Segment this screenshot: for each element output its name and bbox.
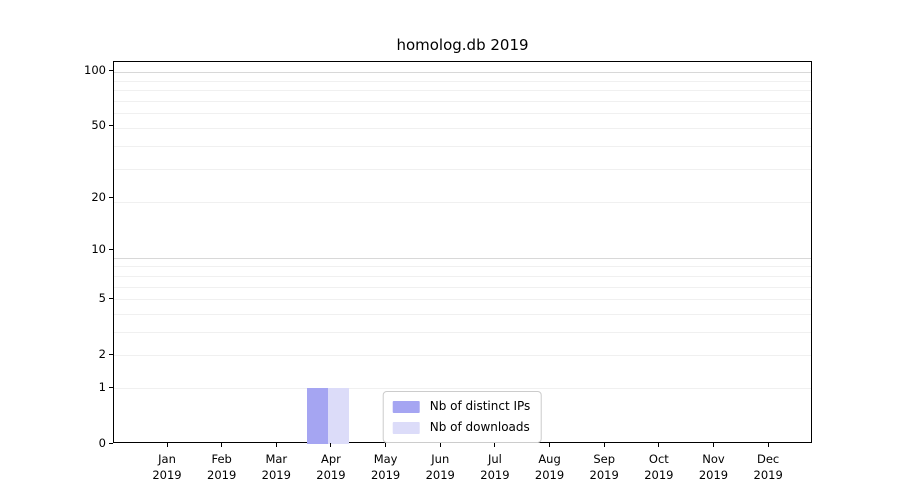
- x-tick-month: Apr: [320, 452, 341, 466]
- legend: Nb of distinct IPs Nb of downloads: [382, 391, 542, 443]
- x-tick-year: 2019: [534, 468, 565, 482]
- x-tick-label-oct: Oct 2019: [627, 451, 691, 483]
- y-tick-label-20: 20: [91, 189, 106, 204]
- y-tick-label-1: 1: [98, 379, 106, 394]
- x-tick-year: 2019: [316, 468, 346, 482]
- x-tick-mark: [494, 443, 496, 447]
- gridline-minor: [114, 387, 811, 389]
- legend-label-nb-of-distinct-ips: Nb of distinct IPs: [429, 399, 531, 413]
- bar-nb-of-downloads-apr: [327, 388, 349, 444]
- x-tick-mark: [439, 443, 441, 447]
- x-tick-label-jul: Jul 2019: [463, 451, 527, 483]
- gridline-minor: [114, 266, 811, 268]
- x-tick-label-aug: Aug 2019: [518, 451, 582, 483]
- x-tick-month: Feb: [211, 452, 232, 466]
- x-tick-month: Aug: [538, 452, 561, 466]
- chart-title: homolog.db 2019: [396, 36, 529, 54]
- gridline-minor: [114, 80, 811, 82]
- y-tick-label-50: 50: [91, 118, 106, 133]
- x-tick-label-apr: Apr 2019: [299, 451, 363, 483]
- x-tick-year: 2019: [261, 468, 291, 482]
- gridline-minor: [114, 298, 811, 300]
- x-tick-year: 2019: [753, 468, 783, 482]
- gridline-minor: [114, 275, 811, 277]
- gridline-major: [114, 257, 811, 259]
- y-tick-mark: [109, 442, 113, 444]
- x-tick-year: 2019: [425, 468, 455, 482]
- x-tick-mark: [603, 443, 605, 447]
- x-tick-mark: [767, 443, 769, 447]
- x-tick-label-feb: Feb 2019: [190, 451, 254, 483]
- y-tick-label-10: 10: [91, 242, 106, 257]
- gridline-minor: [114, 331, 811, 333]
- x-tick-month: Oct: [648, 452, 669, 466]
- x-tick-month: Jun: [431, 452, 450, 466]
- x-tick-month: Nov: [702, 452, 725, 466]
- x-tick-month: Mar: [265, 452, 288, 466]
- x-tick-mark: [658, 443, 660, 447]
- x-tick-label-dec: Dec 2019: [736, 451, 800, 483]
- x-tick-mark: [166, 443, 168, 447]
- x-tick-label-jun: Jun 2019: [408, 451, 472, 483]
- y-tick-mark: [109, 125, 113, 127]
- y-tick-label-100: 100: [84, 63, 106, 78]
- x-tick-year: 2019: [152, 468, 182, 482]
- x-tick-mark: [275, 443, 277, 447]
- y-tick-label-2: 2: [98, 346, 106, 361]
- x-tick-label-jan: Jan 2019: [135, 451, 199, 483]
- x-tick-label-mar: Mar 2019: [244, 451, 308, 483]
- x-tick-label-sep: Sep 2019: [572, 451, 636, 483]
- legend-item-nb-of-downloads: Nb of downloads: [392, 420, 531, 435]
- x-tick-mark: [549, 443, 551, 447]
- y-tick-mark: [109, 297, 113, 299]
- x-tick-year: 2019: [207, 468, 237, 482]
- legend-item-nb-of-distinct-ips: Nb of distinct IPs: [392, 399, 531, 414]
- x-tick-year: 2019: [589, 468, 619, 482]
- x-tick-year: 2019: [480, 468, 510, 482]
- y-tick-mark: [109, 196, 113, 198]
- y-tick-mark: [109, 70, 113, 72]
- x-tick-month: Jul: [487, 452, 502, 466]
- gridline-minor: [114, 286, 811, 288]
- x-tick-month: Dec: [757, 452, 780, 466]
- gridline-minor: [114, 354, 811, 356]
- y-tick-mark: [109, 386, 113, 388]
- x-tick-year: 2019: [370, 468, 401, 482]
- plot-area: [113, 61, 812, 444]
- x-tick-mark: [221, 443, 223, 447]
- x-tick-mark: [385, 443, 387, 447]
- y-tick-mark: [109, 353, 113, 355]
- x-tick-label-nov: Nov 2019: [682, 451, 746, 483]
- x-tick-year: 2019: [644, 468, 674, 482]
- y-tick-label-5: 5: [98, 290, 106, 305]
- x-tick-month: Jan: [158, 452, 176, 466]
- y-tick-mark: [109, 249, 113, 251]
- legend-label-nb-of-downloads: Nb of downloads: [429, 420, 530, 434]
- x-tick-label-may: May 2019: [354, 451, 418, 483]
- gridline-minor: [114, 169, 811, 171]
- x-tick-mark: [330, 443, 332, 447]
- gridline-minor: [114, 100, 811, 102]
- gridline-minor: [114, 113, 811, 115]
- x-tick-month: Sep: [593, 452, 616, 466]
- gridline-minor: [114, 145, 811, 147]
- bar-nb-of-distinct-ips-apr: [306, 388, 328, 444]
- gridline-minor: [114, 201, 811, 203]
- legend-swatch-nb-of-downloads: [392, 421, 420, 434]
- x-tick-mark: [713, 443, 714, 447]
- gridline-minor: [114, 313, 811, 315]
- gridline-minor: [114, 127, 811, 129]
- legend-swatch-nb-of-distinct-ips: [392, 400, 420, 413]
- x-tick-year: 2019: [698, 468, 729, 482]
- gridline-minor: [114, 90, 811, 92]
- gridline-major: [114, 72, 811, 74]
- y-tick-label-0: 0: [98, 435, 106, 450]
- x-tick-month: May: [373, 452, 398, 466]
